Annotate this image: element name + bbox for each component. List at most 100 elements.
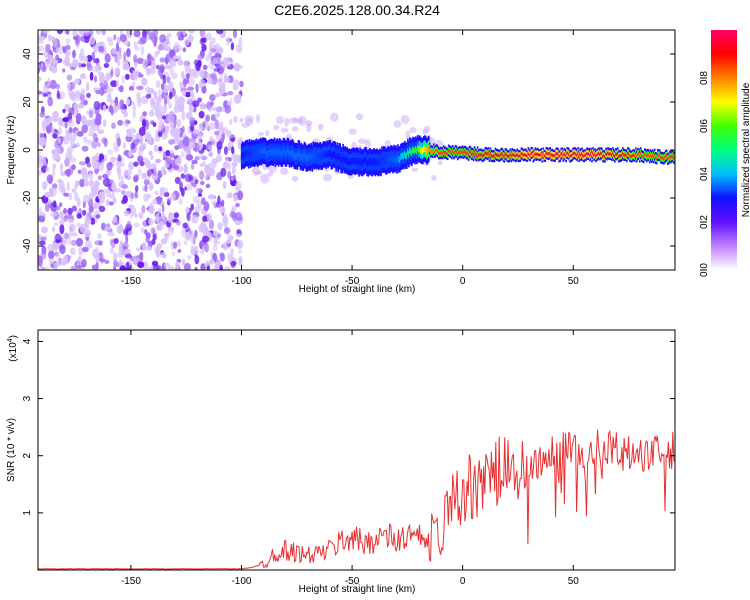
ridge-band-core: [347, 158, 349, 166]
ridge-band-core: [242, 152, 245, 159]
noise-speckle: [145, 93, 152, 99]
noise-speckle: [223, 181, 227, 188]
noise-speckle: [177, 155, 182, 162]
noise-speckle: [232, 79, 240, 88]
noise-speckle: [123, 210, 130, 217]
ridge-band-core: [562, 154, 564, 158]
ridge-band-core: [578, 154, 580, 158]
noise-speckle: [77, 104, 85, 109]
ridge-band-core: [546, 151, 548, 155]
noise-speckle: [38, 75, 42, 83]
ridge-band-core: [577, 151, 579, 155]
ridge-band-core: [580, 153, 582, 157]
noise-speckle: [173, 105, 177, 114]
ridge-band-core: [532, 155, 535, 159]
noise-speckle: [51, 59, 58, 65]
noise-speckle: [38, 215, 46, 222]
ridge-band-core: [372, 158, 374, 166]
noise-speckle: [76, 197, 81, 207]
noise-speckle: [176, 220, 181, 226]
noise-speckle: [102, 104, 107, 112]
ridge-band-core: [286, 147, 289, 155]
ridge-band-core: [567, 151, 569, 155]
noise-speckle: [93, 180, 100, 188]
noise-speckle: [93, 100, 101, 110]
noise-speckle: [186, 154, 194, 161]
noise-speckle: [71, 205, 78, 212]
noise-speckle: [222, 217, 229, 228]
noise-speckle: [163, 40, 167, 49]
noise-speckle: [164, 64, 172, 70]
noise-speckle: [186, 183, 193, 191]
colorbar-tick-label: 0.0: [699, 263, 710, 277]
ridge-band-core: [291, 148, 294, 156]
noise-speckle: [189, 117, 196, 127]
noise-speckle: [186, 254, 192, 260]
ridge-band-core: [410, 148, 412, 155]
noise-speckle: [90, 217, 96, 225]
ridge-band-core: [342, 153, 344, 161]
noise-speckle: [171, 251, 175, 257]
noise-speckle: [183, 60, 189, 70]
ridge-band-core: [433, 147, 435, 151]
ridge-band-core: [330, 153, 333, 160]
noise-speckle: [81, 258, 87, 268]
ridge-band-core: [673, 156, 675, 160]
ridge-band-core: [288, 151, 291, 158]
ridge-band-core: [457, 151, 460, 155]
ridge-band-core: [290, 150, 293, 158]
ridge-band-core: [292, 150, 295, 157]
noise-speckle: [218, 123, 222, 128]
noise-speckle: [145, 246, 153, 251]
ridge-band-core: [464, 150, 467, 154]
ridge-band-core: [373, 158, 375, 165]
ridge-band-core: [408, 150, 410, 158]
noise-speckle: [97, 175, 102, 181]
noise-speckle: [200, 180, 205, 186]
noise-speckle: [67, 112, 73, 120]
noise-speckle: [194, 267, 198, 270]
noise-speckle: [87, 243, 93, 249]
ridge-band-core: [576, 153, 578, 157]
ridge-band-core: [622, 151, 624, 155]
noise-speckle: [217, 195, 221, 205]
noise-speckle: [141, 241, 147, 251]
noise-speckle: [143, 58, 149, 68]
noise-speckle: [208, 152, 213, 158]
noise-speckle: [126, 266, 131, 270]
noise-speckle: [221, 199, 225, 208]
ridge-band-core: [539, 153, 542, 157]
noise-speckle: [219, 73, 223, 84]
ridge-band-core: [407, 148, 409, 155]
noise-speckle: [110, 80, 118, 88]
noise-speckle: [86, 63, 93, 71]
noise-speckle: [49, 64, 56, 70]
snr-y-tick-label: 4: [22, 338, 33, 344]
noise-speckle: [230, 42, 235, 51]
noise-speckle: [238, 36, 243, 47]
ridge-band-core: [456, 152, 459, 156]
noise-speckle: [431, 174, 437, 181]
noise-speckle: [46, 54, 54, 61]
noise-speckle: [141, 172, 148, 180]
ridge-band-core: [345, 157, 347, 165]
ridge-band-core: [370, 159, 372, 166]
ridge-band-core: [278, 148, 281, 155]
noise-speckle: [136, 93, 141, 103]
noise-speckle: [260, 174, 270, 184]
ridge-band-core: [507, 155, 510, 158]
noise-speckle: [97, 129, 105, 135]
noise-speckle: [237, 241, 243, 250]
ridge-band-core: [609, 152, 611, 156]
noise-speckle: [109, 201, 114, 206]
ridge-band-core: [569, 155, 571, 159]
noise-speckle: [130, 134, 138, 141]
ridge-band-core: [462, 151, 465, 155]
ridge-band-core: [514, 154, 517, 158]
ridge-band-core: [498, 154, 501, 158]
noise-speckle: [39, 111, 46, 118]
noise-speckle: [226, 192, 233, 199]
noise-speckle: [63, 207, 67, 215]
colorbar-tick-label: 0.4: [699, 167, 710, 181]
noise-speckle: [132, 104, 137, 112]
